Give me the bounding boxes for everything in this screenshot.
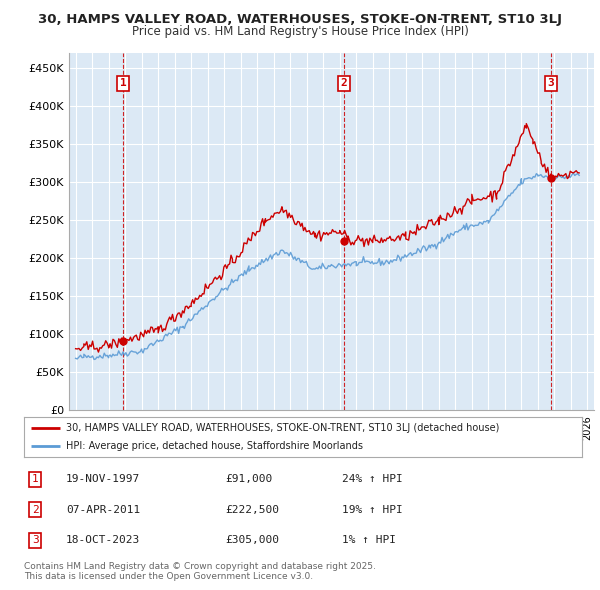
Text: HPI: Average price, detached house, Staffordshire Moorlands: HPI: Average price, detached house, Staf…	[66, 441, 363, 451]
Text: £91,000: £91,000	[225, 474, 272, 484]
Text: 3: 3	[548, 78, 554, 88]
Text: £222,500: £222,500	[225, 505, 279, 514]
Text: 2: 2	[32, 505, 38, 514]
Text: 30, HAMPS VALLEY ROAD, WATERHOUSES, STOKE-ON-TRENT, ST10 3LJ: 30, HAMPS VALLEY ROAD, WATERHOUSES, STOK…	[38, 13, 562, 26]
Text: £305,000: £305,000	[225, 535, 279, 545]
Text: 07-APR-2011: 07-APR-2011	[66, 505, 140, 514]
Text: 19-NOV-1997: 19-NOV-1997	[66, 474, 140, 484]
Text: 1% ↑ HPI: 1% ↑ HPI	[342, 535, 396, 545]
Text: 24% ↑ HPI: 24% ↑ HPI	[342, 474, 403, 484]
Text: 19% ↑ HPI: 19% ↑ HPI	[342, 505, 403, 514]
Text: 1: 1	[120, 78, 127, 88]
Text: 1: 1	[32, 474, 38, 484]
Text: 3: 3	[32, 535, 38, 545]
Text: 30, HAMPS VALLEY ROAD, WATERHOUSES, STOKE-ON-TRENT, ST10 3LJ (detached house): 30, HAMPS VALLEY ROAD, WATERHOUSES, STOK…	[66, 423, 499, 433]
Text: 18-OCT-2023: 18-OCT-2023	[66, 535, 140, 545]
Text: 2: 2	[341, 78, 347, 88]
Text: Price paid vs. HM Land Registry's House Price Index (HPI): Price paid vs. HM Land Registry's House …	[131, 25, 469, 38]
Text: Contains HM Land Registry data © Crown copyright and database right 2025.
This d: Contains HM Land Registry data © Crown c…	[24, 562, 376, 581]
